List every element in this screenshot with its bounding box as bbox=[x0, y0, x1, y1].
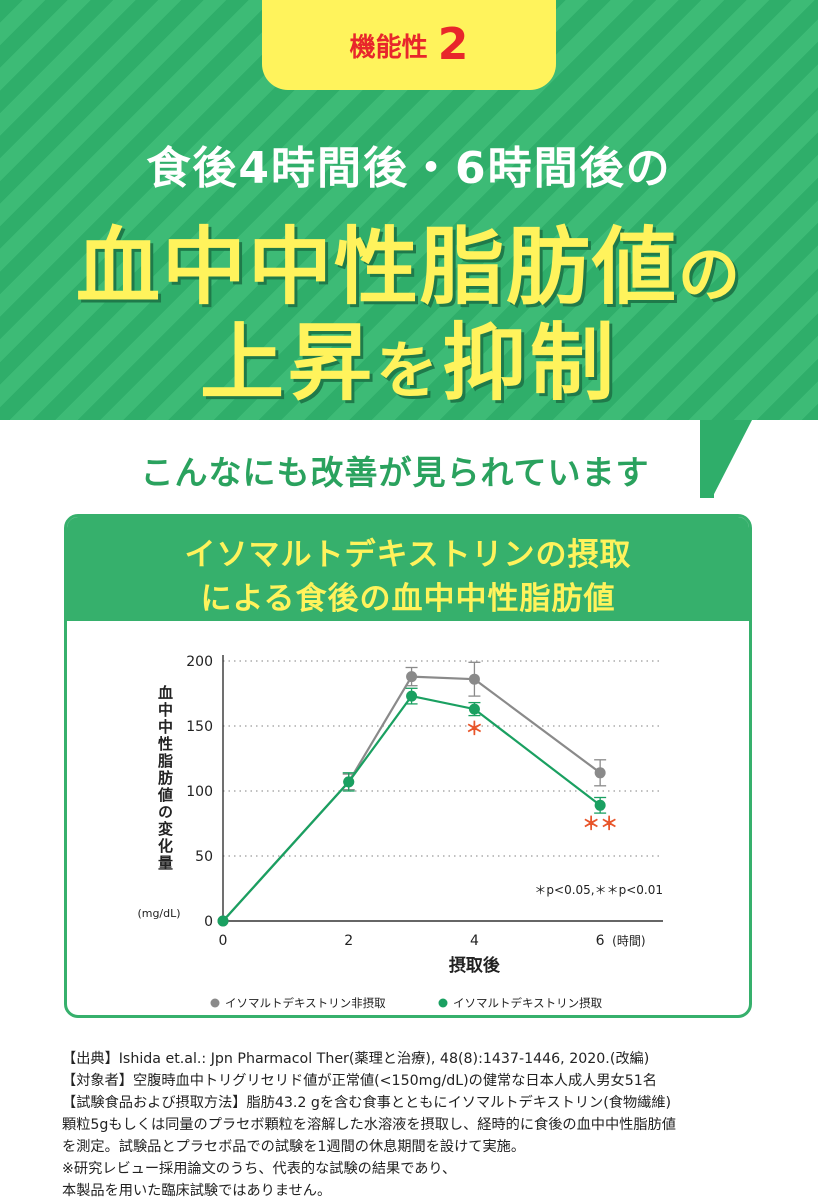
speech-tab-notch bbox=[712, 420, 752, 498]
y-tick-label: 150 bbox=[186, 719, 213, 735]
footnote-line: を測定。試験品とプラセボ品での試験を1週間の休息期間を設けて実施。 bbox=[62, 1139, 526, 1155]
y-tick-label: 50 bbox=[195, 849, 213, 865]
significance-note: ＊p<0.05,＊＊p<0.01 bbox=[534, 883, 663, 897]
footnote-line: 顆粒5gもしくは同量のプラセボ顆粒を溶解した水溶液を摂取し、経時的に食後の血中中… bbox=[62, 1117, 676, 1133]
badge-number: 2 bbox=[437, 19, 469, 70]
significance-mark: ＊＊ bbox=[582, 814, 618, 835]
legend-label: イソマルトデキストリン摂取 bbox=[453, 996, 603, 1010]
headline-line1: 食後4時間後・6時間後の bbox=[146, 143, 672, 194]
x-axis-label: 摂取後 bbox=[449, 955, 501, 976]
x-unit-label: (時間) bbox=[612, 934, 645, 948]
data-point bbox=[406, 690, 418, 702]
x-tick-label: 4 bbox=[470, 933, 479, 949]
chart-card-header: イソマルトデキストリンの摂取 による食後の血中中性脂肪値 bbox=[67, 517, 749, 621]
x-tick-label: 2 bbox=[344, 933, 353, 949]
data-point bbox=[468, 673, 480, 685]
chart-title-line1: イソマルトデキストリンの摂取 bbox=[184, 537, 632, 573]
chart-card: イソマルトデキストリンの摂取 による食後の血中中性脂肪値 0 50 100 150 20… bbox=[64, 514, 752, 1018]
headline-line2: 血中中性脂肪値の bbox=[0, 200, 818, 321]
hero-banner: 機能性 2 食後4時間後・6時間後の 血中中性脂肪値の 上昇を抑制 bbox=[0, 0, 818, 420]
legend-swatch bbox=[438, 998, 448, 1008]
footnote-line: 【対象者】空腹時血中トリグリセリド値が正常値(<150mg/dL)の健常な日本人… bbox=[62, 1073, 657, 1089]
subheading: こんなにも改善が見られています bbox=[140, 453, 650, 492]
headline-line3: 上昇を抑制 bbox=[0, 296, 818, 417]
data-point bbox=[343, 776, 355, 788]
legend-label: イソマルトデキストリン非摂取 bbox=[225, 996, 386, 1010]
y-unit-label: (mg/dL) bbox=[137, 907, 180, 920]
headline-line3-main-b: 抑制 bbox=[442, 314, 619, 412]
footnotes: 【出典】Ishida et.al.: Jpn Pharmacol Ther(薬理… bbox=[62, 1048, 762, 1202]
function-badge: 機能性 2 bbox=[262, 0, 556, 90]
data-point bbox=[406, 671, 418, 683]
chart-title-line2: による食後の血中中性脂肪値 bbox=[200, 581, 616, 617]
headline-line3-main-a: 上昇 bbox=[199, 314, 376, 412]
data-point bbox=[594, 799, 606, 811]
y-tick-label: 100 bbox=[186, 784, 213, 800]
legend-swatch bbox=[210, 998, 220, 1008]
badge-label: 機能性 bbox=[349, 32, 428, 63]
line-chart: 0 50 100 150 200 0 2 4 6 (時間) 摂取後 血中中性脂肪値の変化量 (mg/dL… bbox=[137, 654, 663, 1010]
footnote-line: 【試験食品および摂取方法】脂肪43.2 gを含む食事とともにイソマルトデキストリ… bbox=[62, 1095, 672, 1111]
headline-line3-particle: を bbox=[375, 334, 442, 407]
y-tick-label: 200 bbox=[186, 654, 213, 670]
x-tick-label: 0 bbox=[219, 933, 228, 949]
footnote-line: 本製品を用いた臨床試験ではありません。 bbox=[62, 1183, 332, 1199]
y-tick-label: 0 bbox=[204, 914, 213, 930]
footnote-line: ※研究レビュー採用論文のうち、代表的な試験の結果であり、 bbox=[62, 1161, 457, 1177]
speech-tab-fill bbox=[700, 420, 714, 498]
data-point bbox=[594, 767, 606, 779]
data-point bbox=[217, 915, 229, 927]
headline-line2-particle: の bbox=[678, 238, 743, 311]
significance-mark: ＊ bbox=[465, 719, 483, 740]
footnote-line: 【出典】Ishida et.al.: Jpn Pharmacol Ther(薬理… bbox=[62, 1051, 650, 1067]
headline-line2-main: 血中中性脂肪値 bbox=[75, 218, 678, 316]
data-point bbox=[468, 703, 480, 715]
x-tick-label: 6 bbox=[596, 933, 605, 949]
y-axis-label: 血中中性脂肪値の変化量 bbox=[156, 684, 174, 872]
